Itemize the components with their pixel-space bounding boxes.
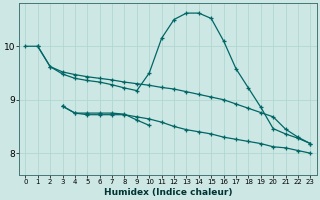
X-axis label: Humidex (Indice chaleur): Humidex (Indice chaleur) [104, 188, 232, 197]
